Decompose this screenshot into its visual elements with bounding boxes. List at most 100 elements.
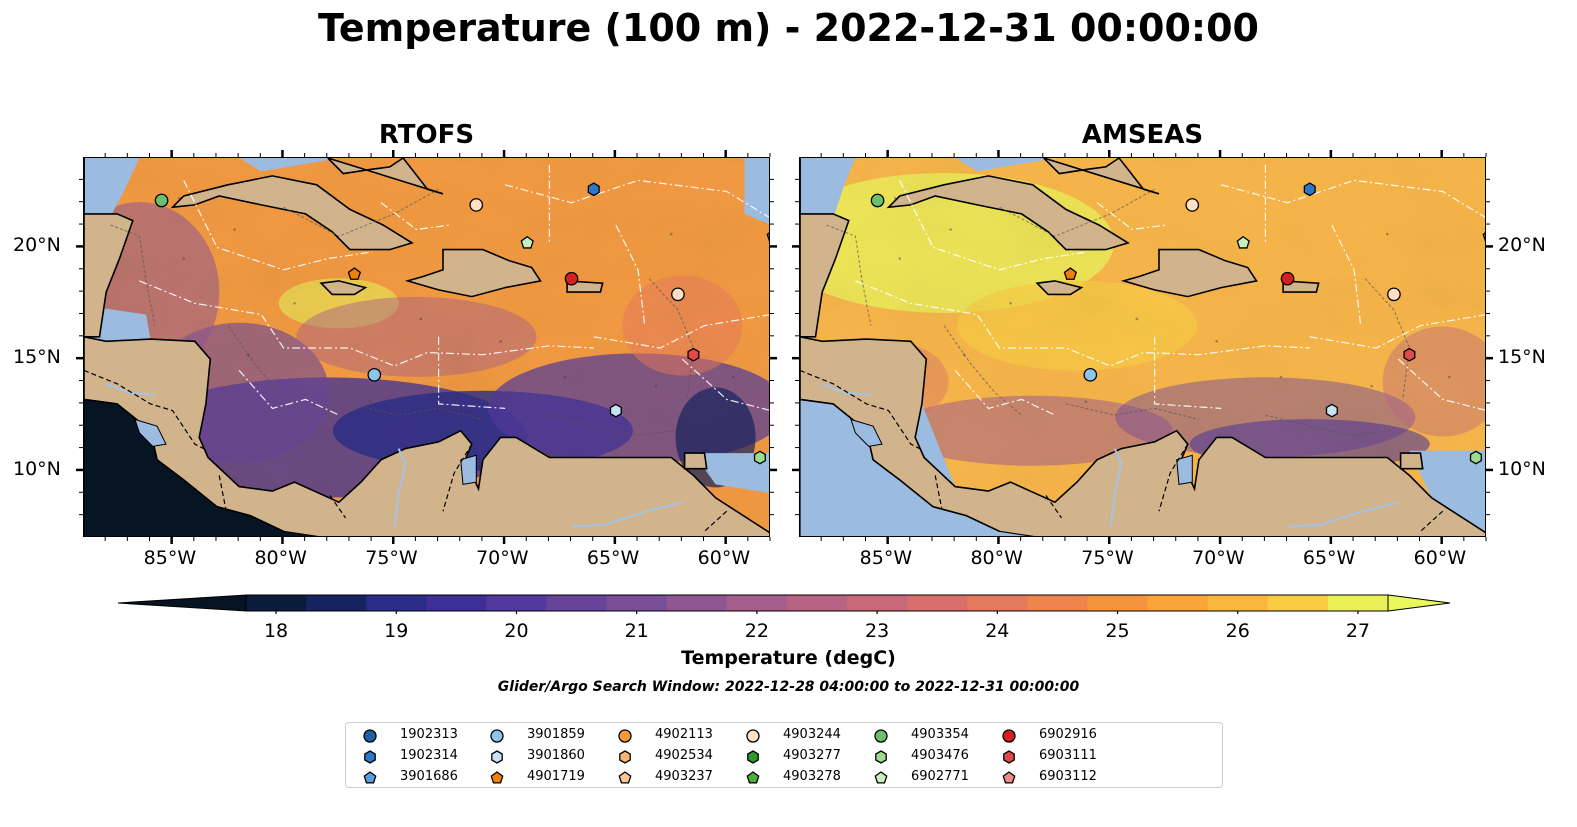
- platform-marker-4903354: [154, 193, 169, 208]
- colorbar-tick-label: 20: [504, 620, 529, 642]
- platform-marker-3901860: [1325, 403, 1338, 418]
- platform-marker-3901859: [1083, 367, 1098, 382]
- legend-label: 4902113: [655, 727, 713, 742]
- country-border: [934, 475, 943, 510]
- boundary-line: [1397, 358, 1485, 411]
- lon-tick-label: 75°W: [1081, 547, 1134, 569]
- legend-label: 3901686: [400, 769, 458, 784]
- legend-marker: [363, 729, 377, 743]
- legend-marker-icon: [1002, 729, 1016, 743]
- colorbar-bin: [426, 595, 488, 611]
- legend-label: 1902313: [400, 727, 458, 742]
- no-data-region: [693, 453, 769, 493]
- isobath-contour: [1364, 278, 1410, 400]
- colorbar-bin: [486, 595, 548, 611]
- panel-title-amseas: AMSEAS: [1081, 120, 1204, 150]
- colorbar-bin: [1327, 595, 1389, 611]
- country-border: [84, 369, 204, 450]
- lat-tick-label: 15°N: [1498, 346, 1546, 369]
- country-border: [218, 475, 227, 510]
- legend-label: 4903244: [783, 727, 841, 742]
- lon-tick-label: 70°W: [1192, 547, 1245, 569]
- colorbar-bin: [1027, 595, 1089, 611]
- boundary-line: [1096, 202, 1166, 231]
- colorbar-bin: [366, 595, 427, 611]
- platform-marker-6902916: [564, 271, 579, 286]
- boundary-line: [183, 180, 373, 271]
- platform-marker-4901719: [1063, 267, 1078, 280]
- legend-marker: [364, 750, 376, 764]
- boundary-line: [899, 180, 1089, 271]
- platform-legend: 1902313 1902314 3901686 3901859 3901860 49017…: [345, 722, 1223, 788]
- land-hispaniola: [404, 248, 542, 298]
- isobath-contour: [227, 325, 306, 416]
- colorbar-tick-label: 18: [263, 620, 289, 642]
- platform-marker-3901859: [367, 367, 382, 382]
- river: [821, 382, 871, 396]
- legend-marker-icon: [747, 750, 759, 764]
- colorbar-tick-label: 24: [985, 620, 1010, 642]
- legend-label: 4903476: [911, 748, 969, 763]
- country-border: [329, 495, 346, 519]
- colorbar-bin: [1267, 595, 1329, 611]
- land-trinidad: [1399, 452, 1424, 470]
- colorbar-tick-label: 21: [624, 620, 649, 642]
- colorbar-bin: [907, 595, 968, 611]
- country-border: [442, 443, 473, 512]
- land-yucatan: [800, 158, 850, 338]
- isobath-contour: [943, 325, 1022, 416]
- platform-marker-6903111: [687, 347, 700, 362]
- no-data-region: [744, 158, 769, 225]
- legend-marker: [490, 771, 504, 784]
- legend-marker-icon: [874, 729, 888, 743]
- lon-tick-label: 85°W: [143, 547, 197, 569]
- boundary-line: [954, 370, 1056, 416]
- platform-marker-4903244: [671, 287, 685, 302]
- legend-marker-icon: [490, 729, 504, 743]
- colorbar-bin: [847, 595, 908, 611]
- legend-marker-icon: [746, 771, 760, 784]
- lon-tick-label: 70°W: [476, 547, 529, 569]
- boundary-line: [504, 179, 769, 218]
- river: [1287, 501, 1399, 528]
- isobath-contour: [283, 188, 439, 237]
- panel-title-rtofs: RTOFS: [378, 120, 475, 150]
- boundary-line: [1331, 224, 1362, 326]
- boundary-line: [238, 370, 340, 416]
- boundary-line: [1220, 179, 1485, 218]
- map-panel-rtofs: [83, 157, 770, 537]
- platform-marker-4903476: [1469, 450, 1482, 465]
- boundary-line: [855, 280, 1310, 367]
- legend-marker: [874, 771, 888, 784]
- platform-marker-1902314: [1303, 182, 1316, 197]
- legend-marker: [875, 750, 887, 764]
- colorbar-under-arrow: [117, 594, 247, 612]
- isobath-contour: [648, 278, 694, 400]
- axis-ticks: [76, 150, 777, 544]
- legend-marker-icon: [746, 729, 760, 743]
- lat-tick-label: 10°N: [1498, 457, 1546, 480]
- platform-marker-4903244: [1387, 287, 1401, 302]
- map-panel-amseas: [799, 157, 1486, 537]
- land-bahamas: [327, 158, 444, 195]
- boundary-line: [681, 358, 769, 411]
- legend-marker-icon: [490, 771, 504, 784]
- legend-marker-icon: [1002, 771, 1016, 784]
- colorbar-tick-label: 19: [384, 620, 409, 642]
- figure-title: Temperature (100 m) - 2022-12-31 00:00:0…: [317, 6, 1259, 50]
- legend-marker: [747, 750, 759, 764]
- colorbar: [117, 592, 1452, 615]
- lat-tick-label: 20°N: [13, 234, 61, 257]
- country-border: [800, 369, 920, 450]
- lon-tick-label: 60°W: [1413, 547, 1467, 569]
- legend-marker: [874, 729, 888, 743]
- boundary-line: [1309, 314, 1485, 349]
- colorbar-label: Temperature (degC): [681, 647, 896, 669]
- country-border: [1420, 510, 1444, 532]
- platform-marker-4903476: [753, 450, 766, 465]
- legend-label: 4901719: [527, 769, 585, 784]
- boundary-line: [593, 314, 769, 349]
- platform-marker-6903111: [1403, 347, 1416, 362]
- legend-marker: [1003, 750, 1015, 764]
- platform-marker-4903354: [870, 193, 885, 208]
